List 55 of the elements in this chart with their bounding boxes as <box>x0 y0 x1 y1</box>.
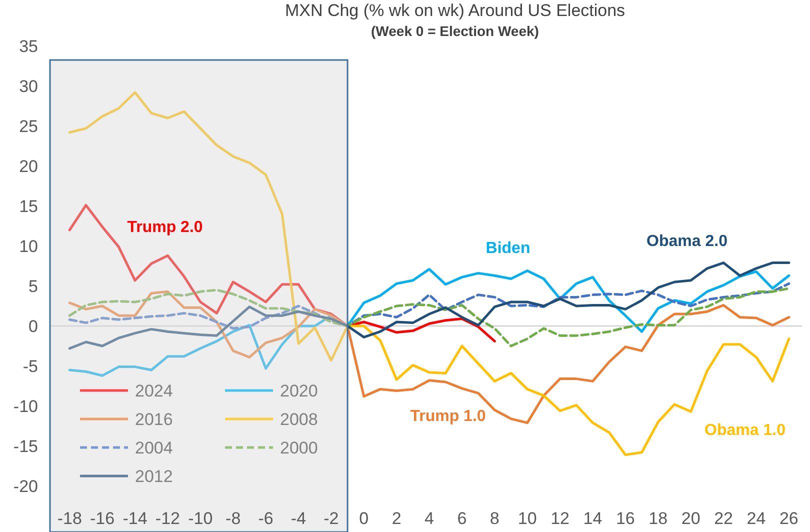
x-tick-label: 18 <box>648 509 668 528</box>
x-tick-label: -16 <box>90 509 115 528</box>
y-tick-label: 25 <box>19 117 38 136</box>
annotation: Obama 1.0 <box>704 422 786 439</box>
legend-label: 2024 <box>135 382 173 400</box>
x-tick-label: -18 <box>57 509 82 528</box>
y-tick-label: -5 <box>22 357 38 376</box>
x-tick-label: -2 <box>324 509 339 528</box>
y-tick-label: 20 <box>19 157 38 176</box>
x-tick-label: 24 <box>746 509 766 528</box>
annotation: Biden <box>486 240 530 257</box>
y-tick-label: 10 <box>19 237 38 256</box>
line-series <box>68 282 790 330</box>
line-series <box>68 91 790 456</box>
x-tick-label: 22 <box>714 509 733 528</box>
legend-label: 2020 <box>280 382 318 400</box>
y-tick-label: 0 <box>28 317 38 336</box>
annotation: Trump 2.0 <box>127 219 203 236</box>
y-tick-label: 5 <box>28 277 38 296</box>
x-tick-label: -10 <box>188 509 213 528</box>
x-tick-label: 12 <box>550 509 570 528</box>
chart-title: MXN Chg (% wk on wk) Around US Elections <box>284 1 626 20</box>
line-series <box>68 287 790 348</box>
x-tick-label: 2 <box>392 509 402 528</box>
x-tick-label: -6 <box>258 509 274 528</box>
x-tick-label: 6 <box>457 509 467 528</box>
legend-label: 2008 <box>280 410 318 429</box>
y-tick-label: -15 <box>13 437 38 456</box>
y-tick-label: 35 <box>19 37 38 56</box>
line-series <box>68 262 790 350</box>
line-series <box>68 290 790 424</box>
y-tick-label: 15 <box>19 197 38 216</box>
x-tick-label: 20 <box>681 509 700 528</box>
x-tick-label: -4 <box>290 509 306 528</box>
x-tick-label: 10 <box>518 509 537 528</box>
legend-label: 2004 <box>135 438 173 458</box>
line-series <box>68 268 790 377</box>
legend-label: 2000 <box>280 438 318 458</box>
x-tick-label: 8 <box>490 509 500 528</box>
x-tick-label: -8 <box>226 509 241 528</box>
x-tick-label: -12 <box>155 509 180 528</box>
legend-label: 2012 <box>135 467 173 486</box>
x-tick-label: 26 <box>779 509 798 528</box>
y-tick-label: 30 <box>19 77 38 96</box>
x-tick-label: 14 <box>583 509 602 528</box>
chart-subtitle: (Week 0 = Election Week) <box>371 23 539 39</box>
x-tick-label: -14 <box>122 509 148 528</box>
legend-label: 2016 <box>135 410 173 429</box>
y-tick-label: -10 <box>13 397 38 416</box>
annotation: Obama 2.0 <box>646 233 728 250</box>
annotation: Trump 1.0 <box>410 408 486 425</box>
y-tick-label: -20 <box>13 477 38 496</box>
x-tick-label: 0 <box>359 509 369 528</box>
x-tick-label: 4 <box>424 509 434 528</box>
x-tick-label: 16 <box>616 509 635 528</box>
